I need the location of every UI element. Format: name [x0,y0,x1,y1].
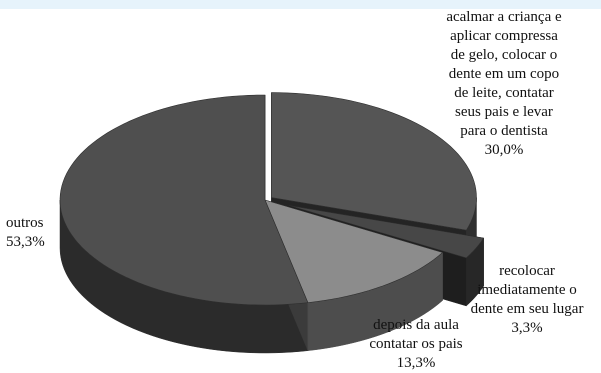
pie-tops [59,92,485,306]
label-slice-acalmar: acalmar a criança e aplicar compressa de… [446,9,562,158]
slice-top-0 [271,92,477,231]
slice-top-3 [59,94,309,306]
slice-top-1 [288,205,485,259]
slice-top-2 [264,199,444,304]
top-band [0,0,601,9]
label-slice-depois: depois da aula contatar os pais 13,3% [369,317,463,371]
label-slice-outros: outros 53,3% [6,215,45,250]
label-slice-recolocar: recolocar imediatamente o dente em seu l… [470,263,584,336]
